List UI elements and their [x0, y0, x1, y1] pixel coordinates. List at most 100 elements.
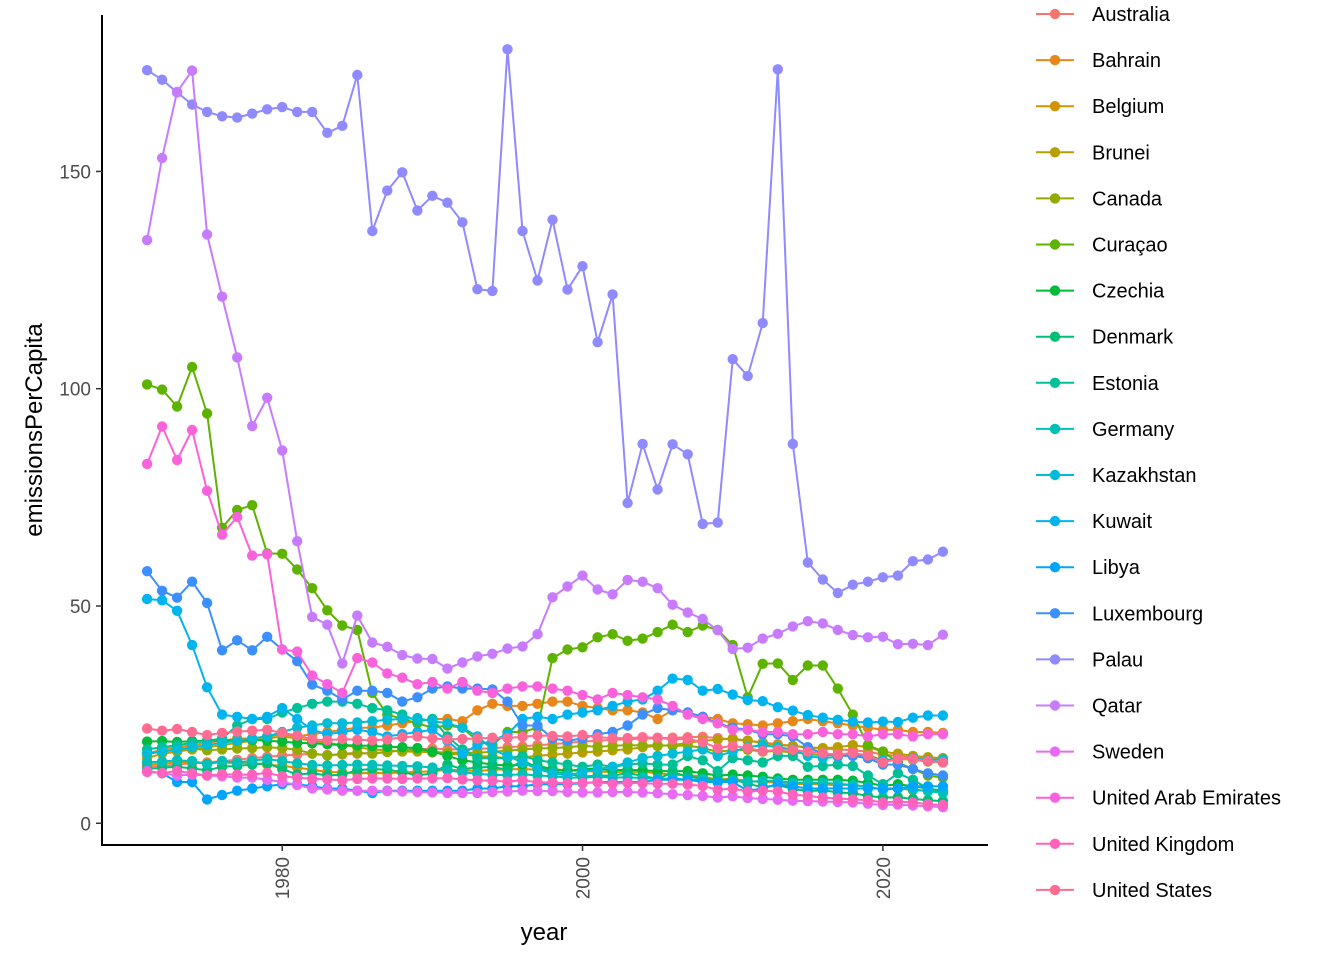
data-point — [697, 790, 708, 802]
data-point — [156, 746, 168, 757]
data-point — [397, 649, 408, 661]
data-point — [262, 104, 273, 115]
data-point — [727, 733, 738, 744]
data-point — [502, 643, 513, 654]
data-point — [637, 633, 648, 644]
data-point — [787, 729, 798, 740]
data-point — [457, 748, 468, 759]
data-point — [322, 718, 333, 729]
data-point — [712, 784, 723, 795]
data-point — [772, 702, 783, 713]
data-point — [367, 785, 378, 796]
data-point — [712, 750, 723, 762]
data-point — [201, 682, 213, 693]
data-point — [427, 190, 438, 201]
data-point — [382, 687, 393, 699]
data-point — [247, 742, 258, 754]
data-point — [652, 739, 663, 751]
data-point — [171, 765, 183, 777]
legend-item: Belgium — [1036, 96, 1164, 118]
legend-label: Denmark — [1092, 327, 1174, 349]
data-point — [247, 725, 258, 736]
data-point — [742, 724, 753, 735]
data-point — [171, 86, 183, 98]
data-point — [922, 755, 934, 767]
data-point — [382, 785, 393, 797]
data-point — [141, 593, 153, 605]
data-point — [382, 734, 393, 745]
data-point — [562, 778, 573, 789]
data-point — [667, 778, 678, 789]
data-point — [156, 152, 168, 164]
legend-label: Libya — [1092, 557, 1141, 579]
data-point — [817, 783, 828, 794]
legend-key-point — [1049, 700, 1061, 711]
data-point — [277, 771, 288, 782]
data-point — [637, 740, 648, 751]
data-point — [577, 707, 588, 718]
data-point — [622, 689, 633, 701]
data-point — [847, 760, 858, 772]
y-tick-label: 150 — [59, 162, 91, 183]
data-point — [847, 716, 858, 727]
data-point — [877, 757, 889, 768]
data-point — [397, 696, 408, 707]
data-point — [652, 788, 663, 799]
data-point — [832, 759, 843, 770]
data-point — [922, 799, 934, 810]
data-point — [637, 778, 648, 789]
data-point — [562, 696, 573, 707]
data-point — [382, 741, 393, 752]
data-point — [922, 781, 934, 792]
data-point — [592, 705, 603, 716]
data-point — [532, 698, 543, 709]
legend-item: Luxembourg — [1036, 603, 1203, 625]
data-point — [472, 733, 483, 744]
data-point — [547, 768, 558, 779]
data-point — [457, 722, 468, 733]
legend-label: Estonia — [1092, 373, 1160, 395]
data-point — [787, 438, 798, 450]
data-point — [532, 785, 543, 797]
data-point — [727, 689, 738, 700]
data-point — [337, 687, 348, 699]
data-point — [757, 775, 768, 787]
data-point — [262, 711, 273, 722]
data-point — [592, 741, 603, 752]
data-point — [817, 760, 828, 772]
data-point — [337, 759, 348, 771]
data-point — [502, 683, 513, 694]
data-point — [787, 674, 798, 686]
data-point — [757, 785, 768, 796]
legend-key-point — [1049, 239, 1061, 250]
legend-key-point — [1049, 838, 1061, 849]
data-point — [292, 564, 303, 575]
data-point — [787, 705, 798, 716]
data-point — [547, 683, 558, 694]
data-point — [937, 799, 949, 811]
data-point — [577, 740, 588, 752]
data-point — [922, 639, 934, 651]
data-point — [772, 744, 783, 755]
data-point — [757, 793, 768, 805]
data-point — [907, 797, 919, 808]
data-point — [337, 775, 348, 786]
data-point — [472, 284, 483, 295]
legend-item: Sweden — [1036, 742, 1164, 764]
data-point — [247, 713, 258, 725]
data-point — [532, 777, 543, 788]
data-point — [307, 670, 318, 681]
data-point — [442, 734, 453, 745]
data-point — [832, 714, 843, 725]
data-point — [787, 716, 798, 727]
data-point — [382, 714, 393, 725]
legend-label: Czechia — [1092, 281, 1165, 303]
data-point — [427, 724, 438, 735]
data-point — [577, 689, 588, 701]
legend-label: United Arab Emirates — [1092, 788, 1281, 810]
data-point — [186, 576, 198, 587]
data-point — [141, 766, 153, 778]
data-point — [262, 392, 273, 403]
legend-key-point — [1049, 423, 1061, 435]
